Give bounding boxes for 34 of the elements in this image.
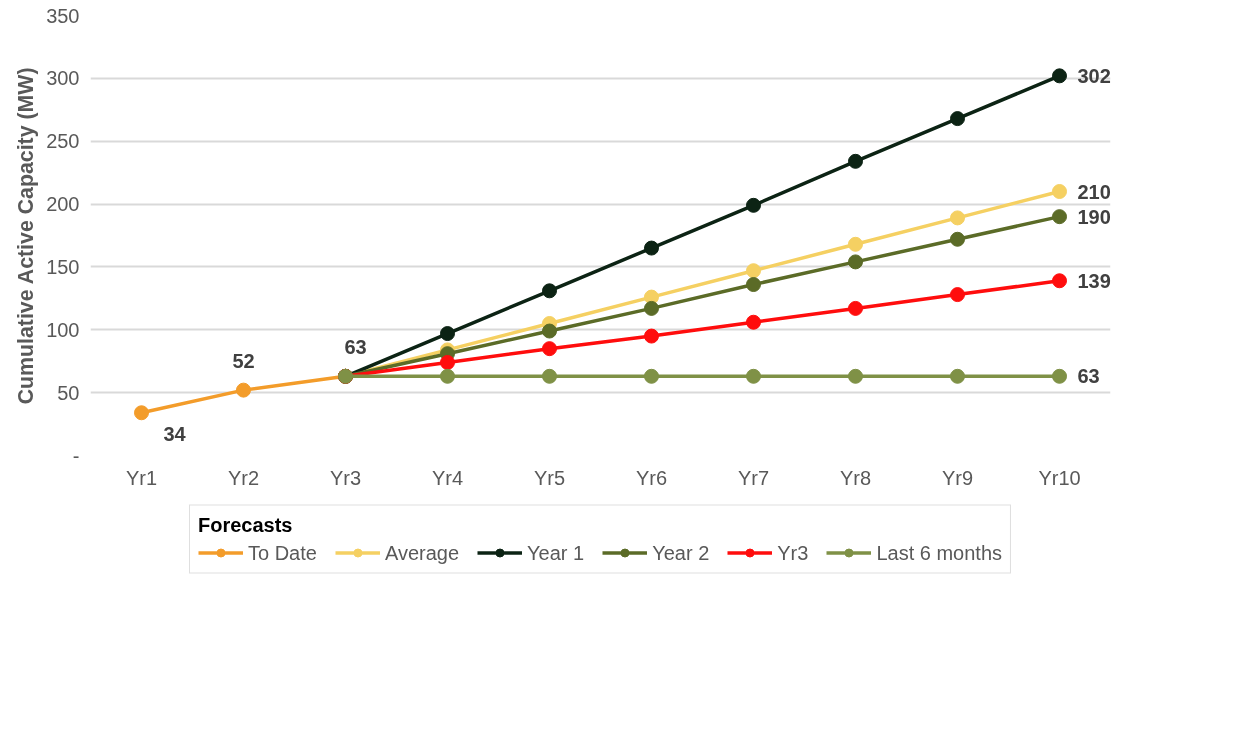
x-tick-label: Yr9	[941, 466, 974, 489]
x-tick-label: Yr1	[125, 466, 158, 489]
x-tick-label: Yr2	[227, 466, 260, 489]
legend-label: Year 2	[652, 541, 710, 564]
data-label: 52	[232, 350, 255, 373]
y-tick-label: 150	[46, 255, 80, 278]
legend-label: Year 1	[527, 541, 585, 564]
legend-label: To Date	[247, 541, 317, 564]
x-tick-label: Yr3	[329, 466, 362, 489]
legend-title: Forecasts	[197, 513, 294, 536]
y-tick-label: 50	[57, 381, 80, 404]
y-axis-title: Cumulative Active Capacity (MW)	[14, 67, 39, 405]
x-tick-label: Yr5	[533, 466, 566, 489]
data-label: 302	[1077, 64, 1111, 87]
legend-label: Average	[384, 541, 460, 564]
legend-label: Last 6 months	[876, 541, 1003, 564]
x-tick-label: Yr8	[839, 466, 872, 489]
data-label: 210	[1077, 180, 1111, 203]
legend-label: Yr3	[777, 541, 809, 564]
y-tick-label: 250	[46, 130, 80, 153]
data-label: 190	[1077, 205, 1111, 228]
y-tick-label: 100	[46, 318, 80, 341]
y-tick-label: 300	[46, 67, 80, 90]
data-label: 34	[163, 422, 187, 445]
data-label: 63	[344, 336, 367, 359]
x-tick-label: Yr10	[1038, 466, 1081, 489]
data-label: 139	[1077, 269, 1111, 292]
y-tick-label: 200	[46, 193, 80, 216]
x-tick-label: Yr7	[737, 466, 770, 489]
y-tick-label: 350	[46, 4, 80, 27]
x-tick-label: Yr4	[431, 466, 464, 489]
y-tick-label: -	[72, 444, 80, 467]
x-tick-label: Yr6	[635, 466, 668, 489]
data-label: 63	[1077, 365, 1100, 388]
